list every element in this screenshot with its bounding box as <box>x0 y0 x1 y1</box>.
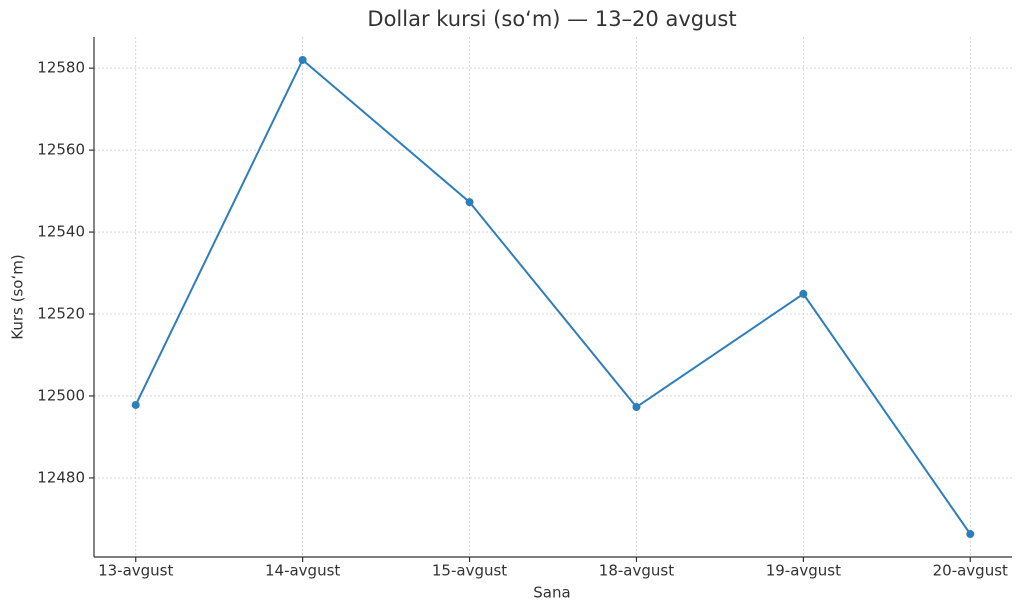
y-tick-label: 12580 <box>37 59 85 77</box>
y-tick-label: 12540 <box>37 223 85 241</box>
point <box>966 530 975 539</box>
y-tick-label: 12560 <box>37 141 85 159</box>
point <box>799 289 808 298</box>
y-axis-label: Kurs (so‘m) <box>9 254 27 339</box>
x-tick-label: 15-avgust <box>432 562 507 580</box>
x-tick-label: 20-avgust <box>933 562 1008 580</box>
point <box>298 55 307 64</box>
x-tick-label: 13-avgust <box>98 562 173 580</box>
point <box>465 198 474 207</box>
x-tick-label: 19-avgust <box>766 562 841 580</box>
point <box>632 403 641 412</box>
chart-title: Dollar kursi (so‘m) — 13–20 avgust <box>367 7 736 31</box>
line <box>134 58 972 535</box>
x-axis-label: Sana <box>533 584 570 602</box>
point <box>131 400 140 409</box>
x-tick-label: 18-avgust <box>599 562 674 580</box>
y-tick-label: 12520 <box>37 305 85 323</box>
y-tick-label: 12500 <box>37 386 85 404</box>
x-tick-label: 14-avgust <box>265 562 340 580</box>
y-tick-label: 12480 <box>37 468 85 486</box>
